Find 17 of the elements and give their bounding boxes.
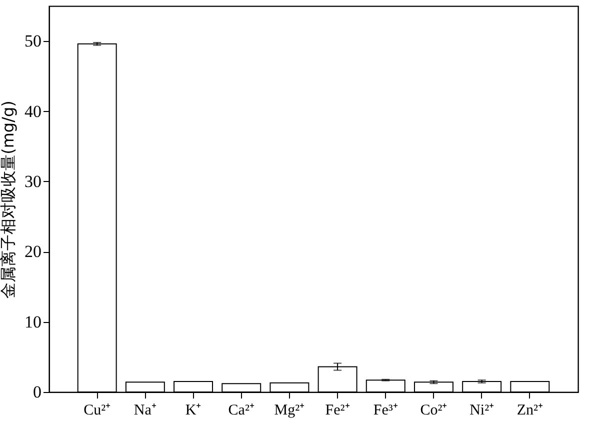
y-tick-label: 50 [24, 32, 42, 51]
y-tick-label: 30 [24, 172, 42, 191]
y-tick-label: 20 [24, 242, 42, 262]
x-tick-label: Fe²⁺ [325, 402, 350, 418]
x-tick-label: Ni²⁺ [470, 402, 494, 418]
x-tick-label: Ca²⁺ [228, 402, 254, 418]
x-tick-label: Fe³⁺ [373, 402, 398, 418]
y-tick-label: 10 [24, 312, 42, 332]
x-tick-label: Co²⁺ [420, 402, 448, 418]
x-tick-label: Zn²⁺ [516, 402, 543, 418]
x-tick-label: Mg²⁺ [274, 402, 305, 418]
x-tick-label: K⁺ [185, 402, 202, 418]
x-tick-label: Cu²⁺ [84, 402, 111, 418]
y-axis-title: 金属离子相对吸收量(mg/g) [0, 100, 18, 298]
x-tick-label: Na⁺ [134, 402, 156, 418]
y-tick-label: 40 [24, 102, 42, 121]
y-tick-label: 0 [33, 382, 42, 402]
